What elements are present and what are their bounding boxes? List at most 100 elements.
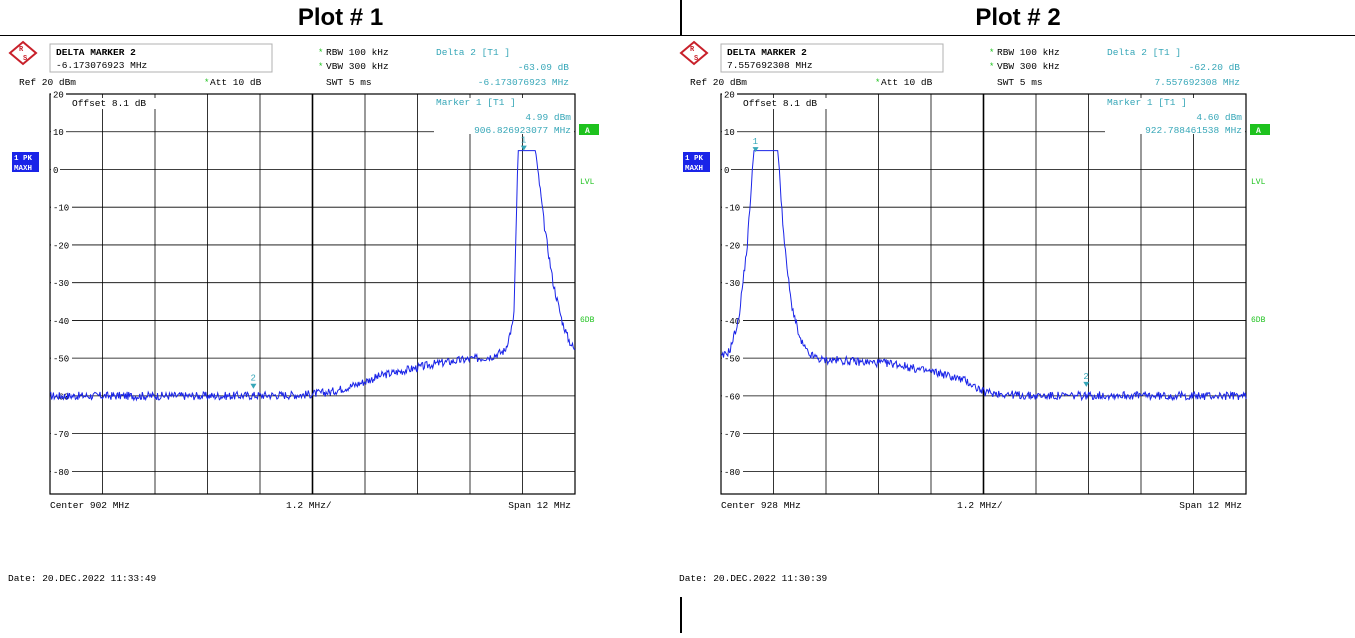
spectrum-trace xyxy=(720,150,1247,402)
swt-label: SWT 5 ms xyxy=(997,77,1043,88)
ytick-label-bg xyxy=(51,277,72,288)
trace-a-badge xyxy=(1250,124,1270,135)
ytick-label: -20 xyxy=(53,241,69,251)
rbw-label: RBW 100 kHz xyxy=(997,47,1060,58)
ytick-label: -80 xyxy=(53,468,69,478)
ytick-label-bg xyxy=(51,466,72,477)
ytick-label: -50 xyxy=(53,355,69,365)
marker1-dbm: 4.60 dBm xyxy=(1196,112,1242,123)
ytick-label: -30 xyxy=(53,279,69,289)
offset-label-bg xyxy=(70,98,178,109)
trace-a-label: A xyxy=(585,127,590,136)
plot-panel-1: R S DELTA MARKER 2 -6.173076923 MHz * RBW 100… xyxy=(4,36,678,633)
ytick-label-bg xyxy=(722,315,743,326)
plot1-header: Plot # 1 xyxy=(0,0,681,36)
plot2-title: Plot # 2 xyxy=(975,3,1061,31)
header-divider xyxy=(680,0,682,36)
delta2-freq: -6.173076923 MHz xyxy=(478,77,569,88)
ytick-label-bg xyxy=(722,126,737,137)
att-label: Att 10 dB xyxy=(881,77,933,88)
ytick-label-bg xyxy=(722,239,743,250)
ytick-label-bg xyxy=(722,89,737,99)
ytick-label: -70 xyxy=(724,430,740,440)
sixdb-label: 6DB xyxy=(580,316,595,325)
ytick-label-bg xyxy=(722,353,743,364)
delta-marker-box xyxy=(720,43,944,73)
ytick-label: -10 xyxy=(53,204,69,214)
center-freq-label: Center 902 MHz xyxy=(50,500,130,511)
ytick-label: -80 xyxy=(724,468,740,478)
center-freq-label: Center 928 MHz xyxy=(721,500,801,511)
ytick-label: 10 xyxy=(724,128,735,138)
marker1-freq: 906.826923077 MHz xyxy=(474,125,571,136)
marker-label: 1 xyxy=(753,137,758,147)
ytick-label: -20 xyxy=(724,241,740,251)
marker1-label: Marker 1 [T1 ] xyxy=(1107,97,1187,108)
rs-logo-r: R xyxy=(690,46,695,54)
marker-triangle xyxy=(1083,381,1090,387)
marker1-dbm: 4.99 dBm xyxy=(525,112,571,123)
marker-label: 2 xyxy=(250,374,255,384)
ytick-label: -60 xyxy=(724,392,740,402)
span-label: Span 12 MHz xyxy=(1179,500,1242,511)
delta2-db: -62.20 dB xyxy=(1189,62,1241,73)
sixdb-label: 6DB xyxy=(1251,316,1266,325)
ytick-label: -50 xyxy=(724,355,740,365)
ytick-label-bg xyxy=(722,202,743,213)
vbw-star: * xyxy=(318,62,323,72)
delta-marker-box xyxy=(49,43,273,73)
spectrum-chart-2: RS DELTA MARKER 2 7.557692308 MHz * RBW 100 … xyxy=(679,40,1270,584)
ytick-label-bg xyxy=(722,390,743,401)
marker-triangle xyxy=(520,145,527,151)
ytick-label-bg xyxy=(51,164,60,175)
lvl-label: LVL xyxy=(580,178,595,187)
rs-logo-icon xyxy=(679,40,709,66)
marker-label: 1 xyxy=(521,136,526,146)
ytick-label-bg xyxy=(51,126,66,137)
swt-label: SWT 5 ms xyxy=(326,77,372,88)
delta2-db: -63.09 dB xyxy=(518,62,570,73)
spectrum-trace xyxy=(49,150,576,402)
att-label: Att 10 dB xyxy=(210,77,262,88)
ytick-label-bg xyxy=(722,466,743,477)
att-star: * xyxy=(204,78,209,88)
ytick-label: -40 xyxy=(53,317,69,327)
ytick-label-bg xyxy=(722,277,743,288)
bottom-divider xyxy=(680,597,682,633)
delta-marker-label: DELTA MARKER 2 xyxy=(56,47,136,58)
span-per-div-label: 1.2 MHz/ xyxy=(957,500,1003,511)
rs-logo-s: S xyxy=(694,55,698,63)
trace-mode-badge xyxy=(683,152,710,172)
ref-label: Ref 20 dBm xyxy=(690,77,747,88)
delta2-label: Delta 2 [T1 ] xyxy=(436,47,510,58)
offset-label: Offset 8.1 dB xyxy=(743,98,817,109)
rbw-star: * xyxy=(318,48,323,58)
marker1-freq: 922.788461538 MHz xyxy=(1145,125,1242,136)
delta-marker-label: DELTA MARKER 2 xyxy=(727,47,807,58)
delta2-freq: 7.557692308 MHz xyxy=(1154,77,1240,88)
date-label: Date: 20.DEC.2022 11:30:39 xyxy=(679,573,828,584)
trace-mode-2: MAXH xyxy=(14,165,32,173)
ytick-label-bg xyxy=(51,202,72,213)
plot2-header: Plot # 2 xyxy=(681,0,1355,36)
rs-logo-r: R xyxy=(19,46,24,54)
trace-a-badge xyxy=(579,124,599,135)
trace-mode-2: MAXH xyxy=(685,165,703,173)
trace-mode-1: 1 PK xyxy=(14,155,33,163)
ytick-label: -70 xyxy=(53,430,69,440)
plot1-title: Plot # 1 xyxy=(297,3,384,31)
delta2-label: Delta 2 [T1 ] xyxy=(1107,47,1181,58)
delta-marker-value: 7.557692308 MHz xyxy=(727,60,813,71)
vbw-star: * xyxy=(989,62,994,72)
rbw-star: * xyxy=(989,48,994,58)
lvl-label: LVL xyxy=(1251,178,1266,187)
ytick-label: 10 xyxy=(53,128,64,138)
marker-triangle xyxy=(250,383,257,389)
offset-label: Offset 8.1 dB xyxy=(72,98,146,109)
rbw-label: RBW 100 kHz xyxy=(326,47,389,58)
ytick-label: 0 xyxy=(53,166,58,176)
ytick-label: 0 xyxy=(724,166,729,176)
trace-mode-1: 1 PK xyxy=(685,155,704,163)
vbw-label: VBW 300 kHz xyxy=(997,61,1060,72)
ytick-label-bg xyxy=(722,428,743,439)
